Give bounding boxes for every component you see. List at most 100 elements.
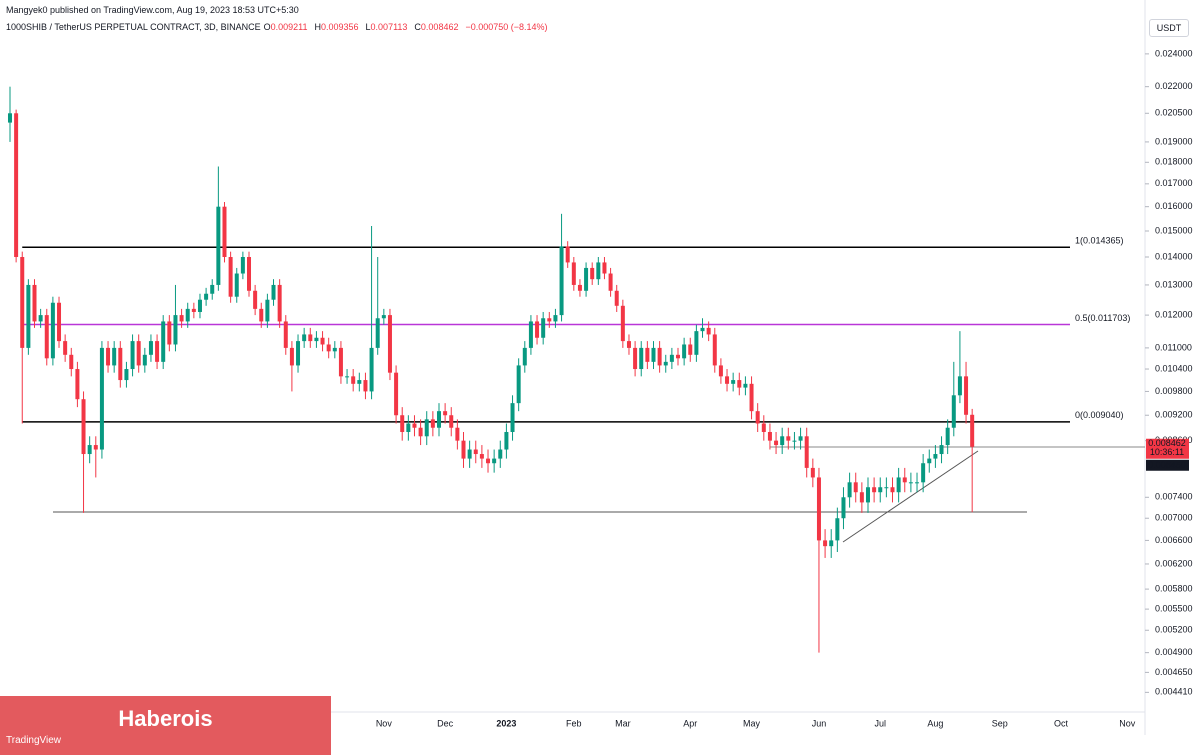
candle-body bbox=[706, 327, 711, 335]
candle-body bbox=[136, 341, 141, 366]
candle-body bbox=[173, 315, 178, 345]
candle-body bbox=[853, 482, 858, 493]
candle-body bbox=[130, 341, 135, 370]
candle-body bbox=[210, 284, 215, 294]
candle-body bbox=[314, 337, 319, 342]
crosshair-price-tag bbox=[1146, 459, 1189, 471]
candle-body bbox=[357, 380, 362, 384]
candle-body bbox=[406, 423, 411, 432]
candle-body bbox=[351, 376, 356, 384]
candle-body bbox=[204, 293, 209, 300]
y-tick-label: 0.019000 bbox=[1155, 136, 1193, 146]
candle-body bbox=[430, 419, 435, 428]
x-tick-label: Feb bbox=[566, 718, 582, 728]
candles bbox=[7, 86, 975, 653]
candle-body bbox=[124, 369, 129, 381]
candle-body bbox=[197, 299, 202, 312]
x-tick-label: Mar bbox=[615, 718, 631, 728]
candle-body bbox=[682, 344, 687, 359]
candle-body bbox=[338, 347, 343, 377]
candle-body bbox=[645, 347, 650, 362]
candle-body bbox=[676, 354, 681, 359]
candle-body bbox=[44, 315, 49, 359]
candle-body bbox=[865, 487, 870, 503]
y-tick-label: 0.015000 bbox=[1155, 225, 1193, 235]
ohlc-value: 0.009211 bbox=[270, 22, 308, 32]
candle-body bbox=[265, 299, 270, 322]
candle-body bbox=[541, 318, 546, 338]
y-tick-label: 0.018000 bbox=[1155, 157, 1193, 167]
candle-body bbox=[829, 540, 834, 547]
candle-body bbox=[890, 487, 895, 493]
candle-body bbox=[498, 449, 503, 459]
candle-body bbox=[596, 262, 601, 280]
x-tick-label: Sep bbox=[992, 718, 1008, 728]
y-tick-label: 0.017000 bbox=[1155, 178, 1193, 188]
y-tick-label: 0.007400 bbox=[1155, 492, 1193, 502]
candle-body bbox=[449, 415, 454, 428]
y-tick-label: 0.006600 bbox=[1155, 535, 1193, 545]
ohlc-value: 0.008462 bbox=[420, 22, 459, 32]
candle-body bbox=[369, 347, 374, 392]
candle-body bbox=[792, 440, 797, 442]
x-tick-label: May bbox=[743, 718, 761, 728]
candle-body bbox=[516, 365, 521, 404]
brand-title: Haberois bbox=[118, 706, 213, 731]
x-tick-label: Jun bbox=[812, 718, 827, 728]
candle-body bbox=[259, 308, 264, 322]
candle-body bbox=[761, 423, 766, 432]
candle-body bbox=[142, 354, 147, 366]
fib-label: 0.5(0.011703) bbox=[1075, 313, 1130, 323]
candle-body bbox=[939, 445, 944, 455]
candle-body bbox=[93, 445, 98, 450]
candle-body bbox=[455, 427, 460, 441]
candle-body bbox=[14, 113, 19, 258]
candle-body bbox=[743, 383, 748, 388]
trend-line bbox=[842, 450, 979, 543]
candle-body bbox=[443, 411, 448, 416]
x-tick-label: Jul bbox=[874, 718, 886, 728]
ohlc-key: C bbox=[414, 22, 421, 32]
candle-body bbox=[253, 290, 258, 309]
ohlc-key: L bbox=[365, 22, 371, 32]
y-tick-label: 0.011000 bbox=[1155, 342, 1192, 352]
ohlc-key: O bbox=[263, 22, 271, 32]
x-tick-label: Nov bbox=[1119, 718, 1136, 728]
candle-body bbox=[694, 331, 699, 355]
publisher: Mangyek0 published on TradingView.com, A… bbox=[6, 5, 299, 15]
candle-body bbox=[553, 315, 558, 322]
countdown-label: 10:36:11 bbox=[1150, 447, 1184, 457]
candle-body bbox=[847, 482, 852, 498]
y-tick-label: 0.016000 bbox=[1155, 201, 1193, 211]
candle-body bbox=[700, 327, 705, 332]
candle-body bbox=[602, 262, 607, 274]
candle-body bbox=[155, 341, 160, 362]
candle-body bbox=[626, 341, 631, 348]
candle-body bbox=[486, 458, 491, 464]
candle-body bbox=[271, 284, 276, 300]
y-tick-label: 0.012000 bbox=[1155, 309, 1193, 319]
candle-body bbox=[749, 383, 754, 412]
candle-body bbox=[547, 318, 552, 322]
candle-body bbox=[731, 380, 736, 384]
candle-body bbox=[424, 419, 429, 437]
fib-label: 0(0.009040) bbox=[1075, 410, 1124, 420]
candle-body bbox=[75, 369, 80, 400]
candle-body bbox=[774, 440, 779, 446]
currency-button[interactable]: USDT bbox=[1149, 19, 1189, 37]
ohlc-item: C0.008462 bbox=[414, 22, 461, 32]
candle-body bbox=[326, 344, 331, 352]
x-tick-label: Dec bbox=[437, 718, 454, 728]
y-tick-label: 0.010400 bbox=[1155, 363, 1193, 373]
candle-body bbox=[418, 427, 423, 437]
candle-body bbox=[222, 206, 227, 258]
y-tick-label: 0.005800 bbox=[1155, 583, 1193, 593]
candle-body bbox=[26, 284, 31, 348]
candle-body bbox=[559, 246, 564, 316]
candle-body bbox=[363, 380, 368, 392]
x-tick-label: Nov bbox=[376, 718, 393, 728]
crosshair-price-label: 0.008450 bbox=[1148, 460, 1186, 470]
candle-body bbox=[859, 492, 864, 503]
candle-body bbox=[461, 440, 466, 459]
